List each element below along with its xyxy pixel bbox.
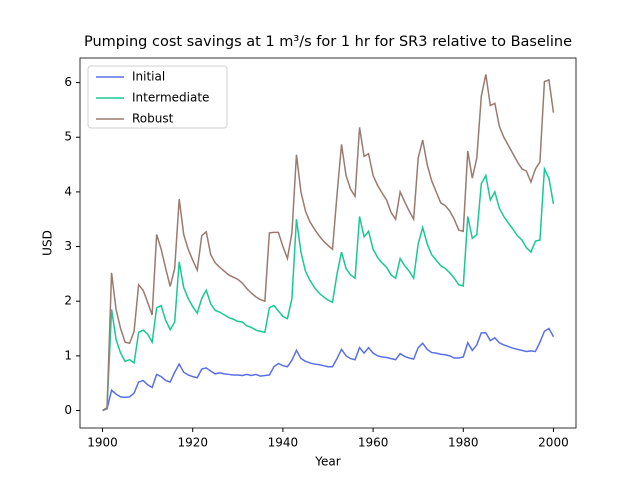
y-tick-label: 2: [64, 294, 72, 308]
legend-label: Initial: [132, 70, 165, 84]
y-tick-label: 0: [64, 403, 72, 417]
y-axis-label: USD: [41, 230, 55, 256]
y-tick-label: 5: [64, 130, 72, 144]
x-tick-label: 1940: [268, 436, 299, 450]
x-tick-label: 2000: [538, 436, 569, 450]
y-tick-label: 3: [64, 239, 72, 253]
chart-title: Pumping cost savings at 1 m³/s for 1 hr …: [84, 34, 572, 50]
x-tick-label: 1960: [358, 436, 389, 450]
legend-label: Intermediate: [132, 91, 209, 105]
plot-frame: [79, 57, 577, 429]
series-line: [102, 166, 555, 412]
series-line: [102, 74, 555, 412]
y-tick-label: 6: [64, 75, 72, 89]
legend-box: [87, 65, 228, 129]
y-tick-label: 4: [64, 184, 72, 198]
series-line: [102, 327, 555, 412]
x-axis-label: Year: [314, 455, 340, 469]
x-tick-label: 1980: [448, 436, 479, 450]
x-tick-label: 1920: [177, 436, 208, 450]
legend-label: Robust: [132, 112, 174, 126]
y-tick-label: 1: [64, 348, 72, 362]
x-tick-label: 1900: [87, 436, 118, 450]
